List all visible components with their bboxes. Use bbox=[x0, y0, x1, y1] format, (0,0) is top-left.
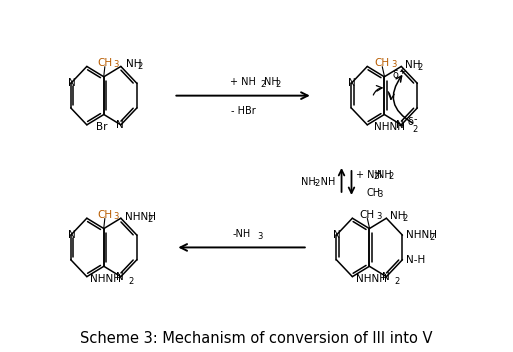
Text: -NH: -NH bbox=[233, 230, 251, 239]
Text: 2: 2 bbox=[394, 277, 400, 286]
Text: Br: Br bbox=[96, 122, 108, 132]
Text: 2: 2 bbox=[138, 62, 143, 71]
Text: N: N bbox=[333, 230, 341, 240]
Text: 3: 3 bbox=[391, 61, 397, 69]
Text: NHNH: NHNH bbox=[125, 212, 156, 222]
Text: CH: CH bbox=[97, 58, 112, 68]
Text: 2: 2 bbox=[417, 63, 423, 72]
Text: 3: 3 bbox=[378, 190, 383, 199]
Text: 2: 2 bbox=[373, 172, 379, 182]
Text: NHNH: NHNH bbox=[356, 274, 387, 284]
Text: 2: 2 bbox=[260, 80, 265, 89]
Text: NH: NH bbox=[390, 211, 406, 221]
Text: NH: NH bbox=[301, 177, 315, 187]
Text: 2: 2 bbox=[275, 80, 280, 89]
Text: 2: 2 bbox=[129, 277, 134, 286]
Text: NH: NH bbox=[378, 170, 392, 180]
Text: N-H: N-H bbox=[406, 255, 426, 265]
Text: 2: 2 bbox=[314, 180, 320, 188]
Text: 3: 3 bbox=[257, 232, 262, 241]
Text: 3: 3 bbox=[377, 212, 382, 221]
Text: 2: 2 bbox=[402, 214, 407, 223]
Text: 2: 2 bbox=[148, 215, 153, 224]
Text: CH: CH bbox=[97, 210, 112, 220]
Text: CH: CH bbox=[366, 188, 381, 198]
Text: - NH: - NH bbox=[314, 177, 336, 187]
Text: - HBr: - HBr bbox=[231, 106, 255, 115]
Text: NH: NH bbox=[126, 59, 141, 69]
Text: + NH: + NH bbox=[230, 77, 256, 87]
Text: N: N bbox=[397, 120, 404, 130]
Text: CH: CH bbox=[375, 58, 390, 68]
Text: δ: δ bbox=[407, 117, 413, 127]
Text: NHNH: NHNH bbox=[406, 230, 438, 240]
Text: N: N bbox=[116, 120, 124, 130]
Text: 3: 3 bbox=[114, 61, 119, 69]
Text: 3: 3 bbox=[114, 212, 119, 221]
Text: N: N bbox=[116, 272, 124, 282]
Text: -: - bbox=[413, 114, 417, 124]
Text: N: N bbox=[68, 78, 75, 88]
Text: NHNH: NHNH bbox=[374, 122, 405, 132]
Text: +: + bbox=[398, 68, 406, 76]
Text: NH: NH bbox=[405, 61, 421, 70]
Text: N: N bbox=[382, 272, 389, 282]
Text: δ: δ bbox=[392, 70, 398, 80]
Text: N: N bbox=[348, 78, 356, 88]
Text: 2: 2 bbox=[412, 125, 418, 134]
Text: 2: 2 bbox=[388, 172, 393, 182]
Text: N: N bbox=[68, 230, 75, 240]
Text: Scheme 3: Mechanism of conversion of III into V: Scheme 3: Mechanism of conversion of III… bbox=[80, 331, 432, 346]
Text: + NH: + NH bbox=[357, 170, 382, 180]
Text: 2: 2 bbox=[429, 233, 435, 242]
Text: CH: CH bbox=[360, 210, 375, 220]
Text: NH: NH bbox=[264, 77, 279, 87]
Text: NHNH: NHNH bbox=[90, 274, 121, 284]
